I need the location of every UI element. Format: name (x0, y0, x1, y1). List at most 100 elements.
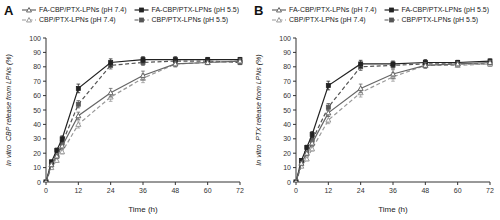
error-cap (174, 66, 178, 67)
x-tick (110, 182, 111, 185)
y-tick (43, 138, 46, 139)
y-axis-label: In vitro CBP release from LPNs (%) (5, 54, 13, 166)
error-cap (77, 92, 81, 93)
error-bar (424, 61, 428, 67)
point (60, 144, 65, 148)
error-cap (391, 68, 395, 69)
y-tick (293, 138, 296, 139)
y-tick (43, 110, 46, 111)
point (76, 113, 81, 117)
y-tick-label: 0 (37, 179, 41, 186)
x-tick (46, 182, 47, 185)
error-bar (305, 157, 309, 160)
series-line (46, 61, 240, 182)
x-tick (207, 182, 208, 185)
y-tick (293, 95, 296, 96)
legend-marker (277, 18, 282, 22)
point (76, 102, 80, 106)
error-cap (77, 84, 81, 85)
point (294, 180, 298, 182)
error-bar (174, 61, 178, 67)
point (109, 60, 113, 64)
legend-marker (27, 8, 32, 12)
panel: 01020304050607080901000122436486072Time … (254, 3, 494, 214)
error-bar (305, 151, 309, 154)
point (305, 145, 309, 149)
point (391, 62, 395, 66)
y-tick-label: 80 (283, 63, 291, 70)
point (54, 154, 59, 158)
error-bar (424, 62, 428, 68)
y-tick (293, 153, 296, 154)
error-bar (206, 60, 210, 64)
point (173, 61, 178, 65)
x-axis-label: Time (h) (378, 205, 408, 214)
point (55, 148, 59, 152)
error-cap (327, 123, 331, 124)
y-tick-label: 70 (283, 78, 291, 85)
panel: 01020304050607080901000122436486072Time … (4, 3, 244, 214)
legend-item: CBP/PTX-LPNs (pH 5.5) (135, 16, 229, 24)
point (294, 180, 298, 182)
error-cap (359, 67, 363, 68)
error-cap (77, 128, 81, 129)
y-tick (43, 66, 46, 67)
y-tick-label: 40 (283, 121, 291, 128)
point (44, 180, 49, 182)
series-line (46, 61, 240, 182)
point (326, 118, 331, 122)
series (294, 61, 492, 182)
plot-area (294, 59, 493, 182)
y-tick-label: 100 (29, 35, 41, 42)
error-cap (310, 146, 314, 147)
legend-label: CBP/PTX-LPNs (pH 7.4) (39, 16, 116, 24)
error-cap (391, 78, 395, 79)
y-tick (43, 81, 46, 82)
y-tick (43, 153, 46, 154)
point (310, 132, 314, 136)
x-tick (143, 182, 144, 185)
point (76, 86, 80, 90)
point (326, 105, 330, 109)
point (326, 84, 330, 88)
point (391, 72, 396, 76)
error-cap (109, 101, 113, 102)
point (299, 161, 304, 165)
error-cap (60, 135, 64, 136)
error-bar (77, 101, 81, 108)
error-cap (359, 60, 363, 61)
error-cap (424, 68, 428, 69)
error-cap (60, 148, 64, 149)
y-tick-label: 50 (33, 107, 41, 114)
legend-marker (277, 8, 282, 12)
y-tick-label: 40 (33, 121, 41, 128)
point (55, 154, 59, 158)
y-tick-label: 100 (279, 35, 291, 42)
point (141, 73, 146, 77)
x-tick-label: 72 (486, 187, 494, 194)
error-cap (141, 79, 145, 80)
legend-marker (140, 18, 144, 22)
error-bar (456, 62, 460, 66)
y-tick-label: 30 (33, 135, 41, 142)
y-tick (293, 110, 296, 111)
error-bar (141, 57, 145, 63)
error-cap (424, 59, 428, 60)
error-cap (359, 70, 363, 71)
legend-item: CBP/PTX-LPNs (pH 5.5) (385, 16, 479, 24)
error-bar (109, 59, 113, 66)
legend-label: FA-CBP/PTX-LPNs (pH 5.5) (152, 6, 240, 14)
x-tick-label: 72 (236, 187, 244, 194)
legend: FA-CBP/PTX-LPNs (pH 7.4)FA-CBP/PTX-LPNs … (22, 6, 239, 24)
error-bar (55, 154, 59, 158)
point (326, 110, 331, 114)
error-cap (77, 119, 81, 120)
point (358, 86, 363, 90)
point (488, 60, 493, 64)
error-bar (327, 109, 331, 116)
error-bar (77, 121, 81, 128)
x-tick-label: 48 (171, 187, 179, 194)
y-tick (43, 124, 46, 125)
point (305, 151, 309, 155)
error-cap (327, 116, 331, 117)
